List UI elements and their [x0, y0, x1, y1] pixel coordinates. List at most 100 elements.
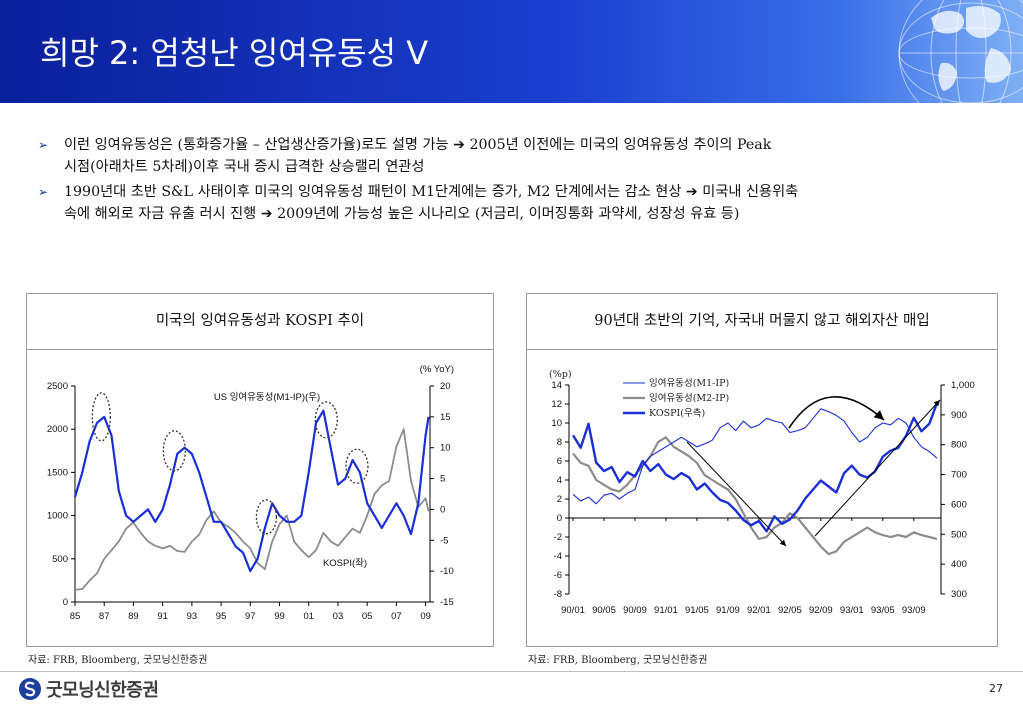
left-chart-source: 자료: FRB, Bloomberg, 굿모닝신한증권 — [28, 655, 208, 666]
right-axis-unit: (% YoY) — [420, 364, 454, 375]
globe-icon — [898, 0, 1023, 103]
kospi-annotation: KOSPI(좌) — [323, 558, 367, 569]
x-tick-label: 01 — [303, 611, 314, 622]
x-tick-label: 91/05 — [685, 605, 709, 616]
right-y-tick-label: 800 — [951, 440, 967, 451]
bullet-line: 이런 잉여유동성은 (통화증가율 – 산업생산증가율)로도 설명 가능 ➔ 20… — [64, 137, 772, 153]
x-tick-label: 91/09 — [716, 605, 740, 616]
right-y-tick-label: 500 — [951, 529, 967, 540]
company-logo: 굿모닝신한증권 — [18, 676, 159, 702]
right-y-tick-label: 15 — [440, 412, 451, 423]
x-tick-label: 93/09 — [902, 605, 926, 616]
left-y-tick-label: 1500 — [47, 467, 68, 478]
page-number: 27 — [989, 682, 1003, 695]
right-y-tick-label: -5 — [440, 535, 448, 546]
right-y-tick-label: 1,000 — [951, 380, 975, 391]
left-y-tick-label: 2 — [557, 494, 562, 505]
x-tick-label: 03 — [333, 611, 344, 622]
arrowhead-bullet-icon: ➢ — [38, 138, 49, 152]
x-tick-label: 90/05 — [592, 605, 616, 616]
left-y-tick-label: 14 — [551, 380, 562, 391]
x-tick-label: 95 — [216, 611, 227, 622]
x-tick-label: 90/01 — [561, 605, 585, 616]
logo-text: 굿모닝신한증권 — [46, 680, 159, 701]
bullet-item-1: ➢ 이런 잉여유동성은 (통화증가율 – 산업생산증가율)로도 설명 가능 ➔ … — [38, 134, 1008, 178]
peak-curve-arrow — [788, 396, 885, 429]
right-y-tick-label: -15 — [440, 597, 454, 608]
x-tick-label: 97 — [245, 611, 256, 622]
bullet-line: 속에 해외로 자금 유출 러시 진행 ➔ 2009년에 가능성 높은 시나리오 … — [64, 206, 740, 222]
right-y-tick-label: 400 — [951, 559, 967, 570]
footer-divider — [0, 671, 1023, 672]
arrowhead-bullet-icon: ➢ — [38, 185, 49, 199]
left-y-tick-label: -8 — [554, 589, 562, 600]
right-y-tick-label: 5 — [440, 474, 445, 485]
us-liquidity-annotation: US 잉여유동성(M1-IP)(우) — [214, 391, 320, 403]
left-y-tick-label: 6 — [557, 456, 562, 467]
left-y-tick-label: 4 — [557, 475, 562, 486]
x-tick-label: 93 — [187, 611, 198, 622]
right-y-tick-label: 600 — [951, 499, 967, 510]
left-y-tick-label: 2000 — [47, 424, 68, 435]
x-tick-label: 07 — [391, 611, 402, 622]
bullet-list: ➢ 이런 잉여유동성은 (통화증가율 – 산업생산증가율)로도 설명 가능 ➔ … — [38, 134, 1008, 228]
right-y-tick-label: 300 — [951, 589, 967, 600]
us-excess-liquidity-line — [73, 409, 430, 573]
left-y-tick-label: 2500 — [47, 381, 68, 392]
right-y-tick-label: 0 — [440, 504, 445, 515]
x-tick-label: 85 — [70, 611, 81, 622]
left-y-tick-label: -6 — [554, 570, 562, 581]
right-chart-title: 90년대 초반의 기억, 자국내 머물지 않고 해외자산 매입 — [527, 294, 997, 350]
right-y-tick-label: 10 — [440, 443, 451, 454]
peak-highlight-circle — [345, 448, 369, 484]
left-y-tick-label: 1000 — [47, 511, 68, 522]
left-chart-panel: 미국의 잉여유동성과 KOSPI 추이 0 500 1000 1500 2000 2500… — [26, 293, 494, 647]
left-chart-title: 미국의 잉여유동성과 KOSPI 추이 — [27, 294, 493, 350]
left-y-tick-label: 500 — [52, 554, 68, 565]
m2-ip-line — [572, 436, 938, 556]
x-tick-label: 92/05 — [778, 605, 802, 616]
bullet-item-2: ➢ 1990년대 초반 S&L 사태이후 미국의 잉여유동성 패턴이 M1단계에… — [38, 181, 1008, 225]
left-y-tick-label: 0 — [557, 513, 562, 524]
right-chart: -8 -6 -4 -2 0 2 4 6 8 10 12 14 300 400 500 600 700 800 900… — [549, 369, 975, 616]
legend-label: 잉여유동성(M2-IP) — [649, 392, 729, 404]
page-title: 희망 2: 엄청난 잉여유동성 V — [40, 34, 429, 72]
x-tick-label: 90/09 — [623, 605, 647, 616]
x-tick-label: 93/01 — [840, 605, 864, 616]
x-tick-label: 89 — [128, 611, 139, 622]
legend-label: KOSPI(우측) — [649, 408, 705, 419]
uptrend-arrow — [814, 399, 941, 537]
left-y-tick-label: 8 — [557, 437, 562, 448]
x-tick-label: 99 — [274, 611, 285, 622]
left-y-tick-label: 0 — [63, 597, 68, 608]
left-y-tick-label: 12 — [551, 399, 562, 410]
right-y-tick-label: -10 — [440, 566, 454, 577]
left-y-tick-label: -4 — [554, 551, 562, 562]
bullet-line: 시점(아래차트 5차례)이후 국내 증시 급격한 상승랠리 연관성 — [64, 159, 425, 175]
bullet-line: 1990년대 초반 S&L 사태이후 미국의 잉여유동성 패턴이 M1단계에는 … — [64, 184, 799, 200]
right-chart-source: 자료: FRB, Bloomberg, 굿모닝신한증권 — [528, 655, 708, 666]
left-y-tick-label: 10 — [551, 418, 562, 429]
peak-highlight-circle — [255, 499, 278, 535]
x-tick-label: 91/01 — [654, 605, 678, 616]
right-y-tick-label: 900 — [951, 410, 967, 421]
left-axis-unit: (%p) — [549, 369, 572, 380]
left-y-tick-label: -2 — [554, 532, 562, 543]
kospi-right-line — [571, 402, 939, 533]
shinhan-s-logo-icon — [19, 678, 41, 700]
m1-ip-line — [572, 408, 938, 505]
right-y-tick-label: 700 — [951, 470, 967, 481]
x-tick-label: 05 — [362, 611, 373, 622]
right-chart-panel: 90년대 초반의 기억, 자국내 머물지 않고 해외자산 매입 -8 -6 -4 -2… — [526, 293, 998, 647]
kospi-line — [74, 428, 430, 591]
legend-label: 잉여유동성(M1-IP) — [649, 377, 729, 389]
x-tick-label: 91 — [157, 611, 168, 622]
x-tick-label: 09 — [420, 611, 431, 622]
peak-highlight-circle — [314, 401, 338, 439]
right-y-tick-label: 20 — [440, 381, 451, 392]
x-tick-label: 93/05 — [871, 605, 895, 616]
downtrend-arrow — [686, 441, 787, 547]
x-tick-label: 92/01 — [747, 605, 771, 616]
peak-highlight-circle — [91, 392, 111, 442]
